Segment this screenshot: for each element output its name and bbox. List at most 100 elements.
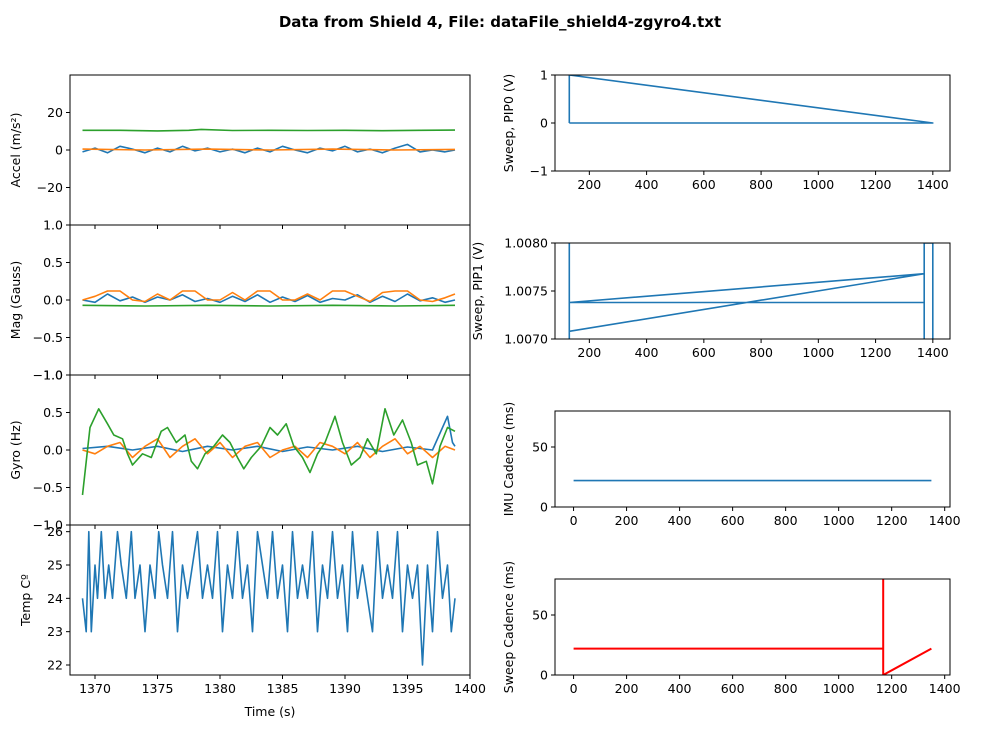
y-tick-label: 0.5	[43, 405, 63, 420]
y-tick-label: 1.0	[43, 218, 63, 233]
x-tick-label: 400	[668, 681, 692, 696]
x-tick-label: 1370	[79, 681, 111, 696]
x-tick-label: 1400	[917, 345, 949, 360]
y-tick-label: 26	[47, 524, 63, 539]
x-tick-label: 600	[692, 345, 716, 360]
x-tick-label: 1000	[802, 345, 834, 360]
figure-title: Data from Shield 4, File: dataFile_shiel…	[279, 13, 721, 31]
x-tick-label: 1400	[929, 681, 961, 696]
x-tick-label: 1400	[929, 513, 961, 528]
series-group	[573, 579, 932, 675]
x-tick-label: 400	[635, 345, 659, 360]
x-tick-label: 800	[749, 177, 773, 192]
x-tick-label: 600	[721, 681, 745, 696]
y-axis-label: Sweep, PIP1 (V)	[470, 242, 485, 340]
y-tick-label: 50	[532, 440, 548, 455]
y-tick-label: 0	[540, 668, 548, 683]
y-axis-label: Mag (Gauss)	[8, 261, 23, 339]
y-axis-label: Accel (m/s²)	[8, 113, 23, 188]
y-axis-label: IMU Cadence (ms)	[501, 402, 516, 517]
y-tick-label: 22	[47, 658, 63, 673]
y-tick-label: 1.0070	[504, 332, 548, 347]
series-line-pip0-0	[568, 75, 934, 124]
y-tick-label: −1	[530, 164, 548, 179]
series-line-temp-0	[81, 530, 456, 666]
x-tick-label: 1400	[917, 177, 949, 192]
series-line-mag-0	[82, 293, 456, 304]
series-line-mag-2	[82, 304, 456, 307]
series-group	[82, 128, 456, 154]
series-line-gyro-2	[81, 407, 456, 496]
x-tick-label: 0	[570, 513, 578, 528]
y-tick-label: −0.5	[33, 330, 63, 345]
x-tick-label: 800	[749, 345, 773, 360]
x-tick-label: 400	[635, 177, 659, 192]
panel-imu: 0 50 0 200 400 600 800 1000 1200 1400 IMU Cadence …	[501, 402, 961, 528]
y-axis-label: Sweep, PIP0 (V)	[501, 74, 516, 172]
y-axis-label: Gyro (Hz)	[8, 420, 23, 479]
y-tick-label: 0.0	[43, 293, 63, 308]
series-group	[81, 530, 456, 666]
y-tick-label: 24	[47, 591, 63, 606]
series-line-gyro-1	[82, 437, 456, 459]
panel-sweep: 0 50 0 200 400 600 800 1000 1200 1400 Sweep Cadenc…	[501, 561, 961, 696]
x-tick-label: 800	[774, 681, 798, 696]
panel-accel: −20 0 20 Accel (m/s²)	[8, 74, 471, 229]
y-tick-label: −1.0	[33, 518, 63, 533]
x-tick-label: 1200	[860, 177, 892, 192]
series-group	[82, 290, 456, 307]
x-tick-label: 1000	[823, 681, 855, 696]
plot-frame	[554, 578, 951, 676]
y-tick-label: 1	[540, 68, 548, 83]
y-tick-label: −1.0	[33, 368, 63, 383]
plot-frame	[554, 410, 951, 508]
series-group	[568, 75, 934, 124]
plot-frame	[69, 524, 471, 676]
panel-pip1: 1.0070 1.0075 1.0080 200 400 600 800 1000 1200 14…	[470, 236, 951, 360]
x-tick-label: 1200	[876, 681, 908, 696]
x-tick-label: 800	[774, 513, 798, 528]
x-tick-label: 1000	[802, 177, 834, 192]
series-group	[81, 407, 456, 496]
y-tick-label: 0	[540, 116, 548, 131]
y-axis-label: Temp Cº	[18, 574, 33, 627]
y-tick-label: 1.0075	[504, 284, 548, 299]
x-tick-label: 1000	[823, 513, 855, 528]
y-tick-label: 0.5	[43, 255, 63, 270]
x-axis-label: Time (s)	[244, 704, 296, 719]
series-line-sweep-0	[573, 579, 932, 675]
series-group	[568, 243, 934, 339]
panel-gyro: −1.0 −0.5 0.0 0.5 1.0 Gyro (Hz)	[8, 368, 471, 533]
y-tick-label: 0	[55, 143, 63, 158]
x-tick-label: 1200	[876, 513, 908, 528]
x-tick-label: 1390	[329, 681, 361, 696]
x-tick-label: 1375	[142, 681, 174, 696]
x-tick-label: 600	[692, 177, 716, 192]
x-tick-label: 1200	[860, 345, 892, 360]
x-tick-label: 200	[577, 177, 601, 192]
x-tick-label: 600	[721, 513, 745, 528]
y-tick-label: −20	[37, 180, 63, 195]
series-line-pip1-0	[568, 243, 934, 339]
x-tick-label: 200	[615, 513, 639, 528]
panel-mag: −1.0 −0.5 0.0 0.5 1.0 Mag (Gauss)	[8, 218, 471, 383]
series-line-gyro-0	[82, 415, 456, 453]
y-tick-label: 0.0	[43, 443, 63, 458]
x-tick-label: 1400	[454, 681, 486, 696]
plot-frame	[69, 224, 471, 376]
y-tick-label: 1.0080	[504, 236, 548, 251]
series-line-accel-0	[82, 143, 456, 154]
x-tick-label: 0	[570, 681, 578, 696]
y-tick-label: 1.0	[43, 368, 63, 383]
y-tick-label: 23	[47, 624, 63, 639]
y-tick-label: 25	[47, 558, 63, 573]
x-tick-label: 400	[668, 513, 692, 528]
y-tick-label: −0.5	[33, 480, 63, 495]
series-line-accel-2	[82, 128, 456, 132]
x-tick-label: 1395	[392, 681, 424, 696]
y-tick-label: 0	[540, 500, 548, 515]
y-tick-label: 50	[532, 608, 548, 623]
panel-temp: 22 23 24 25 26 1370 1375 1380 1385 1390 1395 1400 Te…	[18, 524, 486, 719]
x-tick-label: 200	[615, 681, 639, 696]
